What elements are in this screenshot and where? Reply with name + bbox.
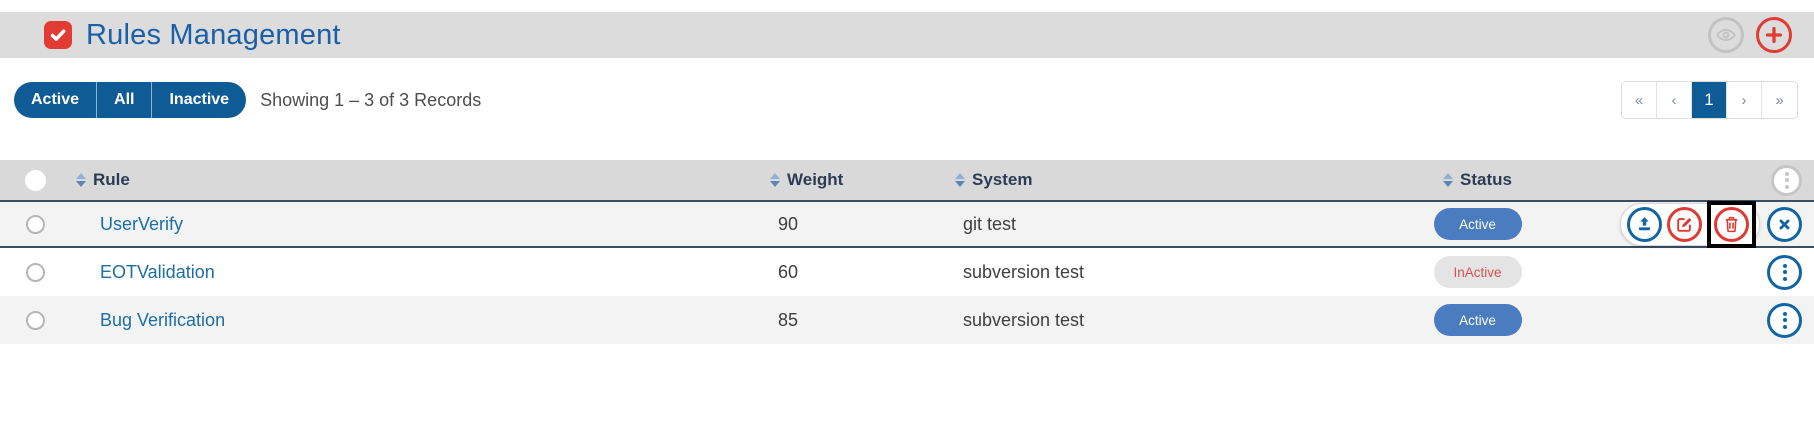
highlight-box xyxy=(1707,200,1756,248)
sort-icon xyxy=(770,173,780,187)
row-actions-expanded xyxy=(1565,200,1814,248)
filter-tab-active[interactable]: Active xyxy=(14,82,98,118)
table-row: Bug Verification 85 subversion test Acti… xyxy=(0,296,1814,344)
edit-icon[interactable] xyxy=(1667,206,1702,242)
ellipsis-icon-disabled xyxy=(1771,164,1802,196)
rule-link[interactable]: EOTValidation xyxy=(100,261,215,282)
sort-icon xyxy=(1443,173,1454,187)
table-row: EOTValidation 60 subversion test InActiv… xyxy=(0,248,1814,296)
action-menu-popover xyxy=(1620,200,1760,248)
filter-tab-inactive[interactable]: Inactive xyxy=(152,82,246,118)
pagination: « ‹ 1 › » xyxy=(1621,81,1798,119)
column-header-status[interactable]: Status xyxy=(1390,160,1565,200)
status-filter-group: Active All Inactive xyxy=(14,82,247,118)
pagination-prev-button[interactable]: ‹ xyxy=(1657,82,1692,118)
row-radio[interactable] xyxy=(25,214,45,234)
upload-icon[interactable] xyxy=(1627,206,1662,242)
rule-weight: 90 xyxy=(778,213,799,234)
select-all-radio[interactable] xyxy=(24,169,46,191)
column-header-weight[interactable]: Weight xyxy=(770,160,955,200)
ellipsis-icon[interactable] xyxy=(1767,302,1802,338)
status-badge: Active xyxy=(1433,208,1522,240)
pagination-last-button[interactable]: » xyxy=(1762,82,1797,118)
title-bar: Rules Management xyxy=(0,12,1814,58)
rule-system: git test xyxy=(963,213,1017,234)
ellipsis-icon[interactable] xyxy=(1767,254,1802,290)
table-row: UserVerify 90 git test Active xyxy=(0,200,1814,248)
rule-system: subversion test xyxy=(963,261,1085,282)
status-badge: InActive xyxy=(1433,256,1522,288)
row-radio[interactable] xyxy=(25,262,45,282)
pagination-next-button[interactable]: › xyxy=(1727,82,1762,118)
titlebar-actions xyxy=(1708,17,1792,53)
sort-icon xyxy=(955,173,965,187)
close-icon[interactable] xyxy=(1767,206,1802,242)
sort-icon xyxy=(76,173,86,187)
trash-icon[interactable] xyxy=(1714,206,1749,242)
check-square-icon xyxy=(44,21,72,49)
row-radio[interactable] xyxy=(25,310,45,330)
plus-circle-icon[interactable] xyxy=(1756,17,1792,53)
table-header-row: Rule Weight System Status xyxy=(0,160,1814,200)
column-header-rule[interactable]: Rule xyxy=(70,160,770,200)
pagination-first-button[interactable]: « xyxy=(1622,82,1657,118)
status-badge: Active xyxy=(1433,304,1522,336)
rule-weight: 85 xyxy=(778,309,799,330)
pagination-page-1-button[interactable]: 1 xyxy=(1692,82,1727,118)
rule-system: subversion test xyxy=(963,309,1085,330)
rules-table: Rule Weight System Status Us xyxy=(0,160,1814,344)
records-count-text: Showing 1 – 3 of 3 Records xyxy=(260,89,482,110)
toolbar: Active All Inactive Showing 1 – 3 of 3 R… xyxy=(14,81,1798,119)
rule-link[interactable]: UserVerify xyxy=(100,213,184,234)
column-header-system[interactable]: System xyxy=(955,160,1390,200)
eye-icon[interactable] xyxy=(1708,17,1744,53)
rule-weight: 60 xyxy=(778,261,799,282)
page-title: Rules Management xyxy=(86,18,341,51)
rule-link[interactable]: Bug Verification xyxy=(100,309,226,330)
filter-tab-all[interactable]: All xyxy=(97,82,153,118)
